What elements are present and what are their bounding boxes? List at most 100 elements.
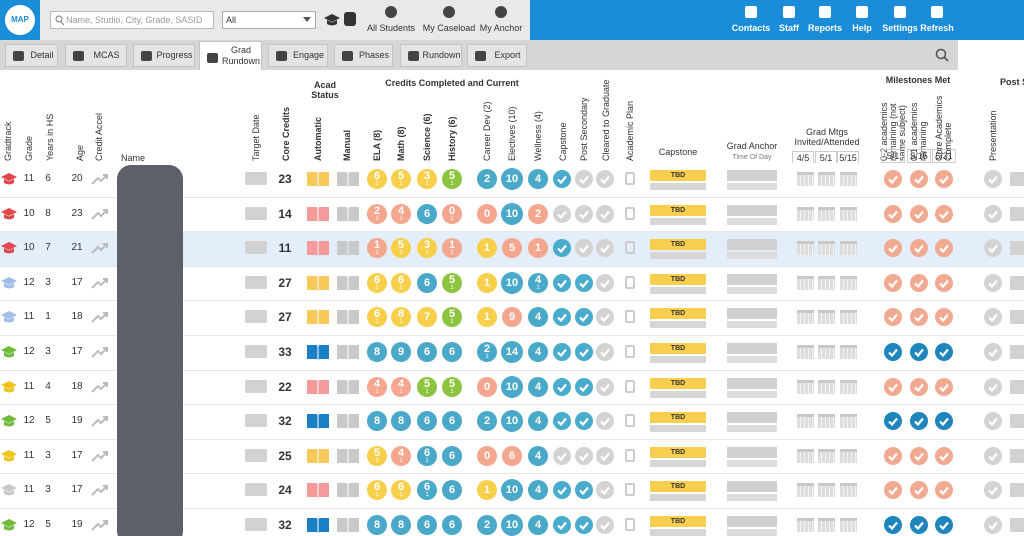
name-redaction — [117, 165, 183, 536]
credit-value: 6 — [448, 415, 456, 428]
credit-current: 1 — [375, 181, 379, 187]
nav-item[interactable]: Staff — [779, 23, 799, 33]
tab[interactable]: Detail — [5, 44, 58, 67]
tab[interactable]: Grad Rundown — [199, 41, 262, 70]
grad-anchor-box — [727, 343, 777, 354]
credit-value: 6 — [373, 308, 381, 321]
milestone-check — [935, 239, 953, 262]
tab-search[interactable] — [935, 48, 949, 67]
book-manual — [336, 378, 360, 401]
tab[interactable]: Progress — [133, 44, 195, 67]
capstone-tbd: TBD — [650, 343, 706, 354]
capstone-bar — [650, 494, 706, 502]
credit-circle: 9 — [391, 342, 411, 362]
nav-item[interactable]: Refresh — [920, 23, 954, 33]
credit-circle: 6 — [417, 203, 437, 224]
milestone-check — [935, 343, 953, 366]
target-date-box — [245, 345, 267, 358]
academic-plan-icon — [625, 414, 635, 428]
tab[interactable]: Rundown — [400, 44, 462, 67]
search-icon — [55, 14, 65, 32]
credit-circle: 2 — [528, 203, 548, 224]
calendar-icon — [818, 483, 835, 498]
target-date-box — [245, 310, 267, 324]
credit-circle: 1 — [528, 238, 548, 259]
credit-value: 5 — [508, 242, 516, 255]
credit-circle: 8 — [367, 515, 387, 535]
nav-item[interactable]: Reports — [807, 23, 842, 33]
nav-item[interactable]: My Anchor — [479, 23, 523, 33]
credit-value: 6 — [423, 446, 431, 459]
credit-value: 0 — [483, 449, 491, 462]
tab[interactable]: MCAS — [65, 44, 127, 67]
core-credits: 27 — [278, 275, 292, 290]
target-date-box — [245, 483, 267, 497]
credit-circle: 0 — [477, 376, 497, 397]
credit-circle: 1 — [477, 480, 497, 501]
calendar-icon — [818, 379, 835, 394]
tab-label: MCAS — [93, 50, 120, 60]
target-date-box — [245, 172, 267, 185]
nav-item[interactable]: Help — [852, 23, 872, 33]
book-auto — [306, 274, 330, 297]
tab[interactable]: Phases — [334, 44, 393, 67]
tab[interactable]: Export — [467, 44, 527, 67]
nav-item[interactable]: Settings — [882, 23, 918, 33]
grad-anchor-bar — [727, 252, 777, 260]
grade: 12 — [23, 276, 35, 288]
milestone-check — [910, 170, 928, 193]
target-date-box — [245, 448, 267, 462]
post-box — [1010, 345, 1024, 359]
core-credits: 22 — [278, 379, 292, 394]
grad-anchor-box — [727, 412, 777, 424]
credit-circle: 4 — [528, 515, 548, 535]
post-box — [1010, 206, 1024, 221]
grade: 11 — [23, 449, 35, 461]
book-manual — [336, 308, 360, 331]
milestone-check — [935, 412, 953, 435]
status-check — [575, 273, 593, 297]
credit-value: 1 — [483, 276, 491, 289]
book-manual — [336, 343, 360, 366]
nav-item[interactable]: My Caseload — [422, 23, 476, 33]
credit-current: 2 — [450, 215, 454, 222]
status-check — [575, 343, 593, 366]
nav-item[interactable]: All Students — [366, 23, 416, 33]
credit-value: 5 — [448, 170, 456, 182]
credit-value: 6 — [373, 170, 381, 182]
calendar-icon — [818, 448, 835, 463]
gradtrack-icon — [0, 380, 18, 399]
presentation-check — [984, 308, 1002, 331]
status-check — [596, 446, 614, 470]
credit-value: 9 — [397, 346, 405, 358]
nav-icon — [443, 6, 455, 18]
group-header: Acad Status — [311, 80, 339, 100]
tab[interactable]: Engage — [268, 44, 328, 67]
credit-value: 0 — [483, 207, 491, 220]
nav-item[interactable]: Contacts — [731, 23, 771, 33]
book-auto — [306, 205, 330, 228]
tab-icon — [13, 51, 24, 61]
credit-circle: 6 — [417, 272, 437, 293]
status-check — [553, 308, 571, 331]
book-auto — [306, 170, 330, 193]
grade: 12 — [23, 346, 35, 357]
credit-value: 4 — [534, 519, 542, 531]
credit-accel-icon — [91, 207, 109, 225]
credit-circle: 9 — [502, 307, 522, 328]
credit-value: 1 — [534, 242, 542, 255]
filter-select[interactable]: All — [222, 11, 316, 29]
column-header: Name — [121, 153, 146, 163]
credit-current: 1 — [399, 388, 403, 395]
status-check — [575, 170, 593, 193]
search-input[interactable]: Name, Studio, City, Grade, SASID — [50, 11, 214, 29]
status-check — [575, 239, 593, 262]
milestone-check — [884, 239, 902, 262]
status-check — [553, 446, 571, 470]
post-box — [1010, 379, 1024, 394]
credit-current: 1 — [536, 284, 540, 291]
